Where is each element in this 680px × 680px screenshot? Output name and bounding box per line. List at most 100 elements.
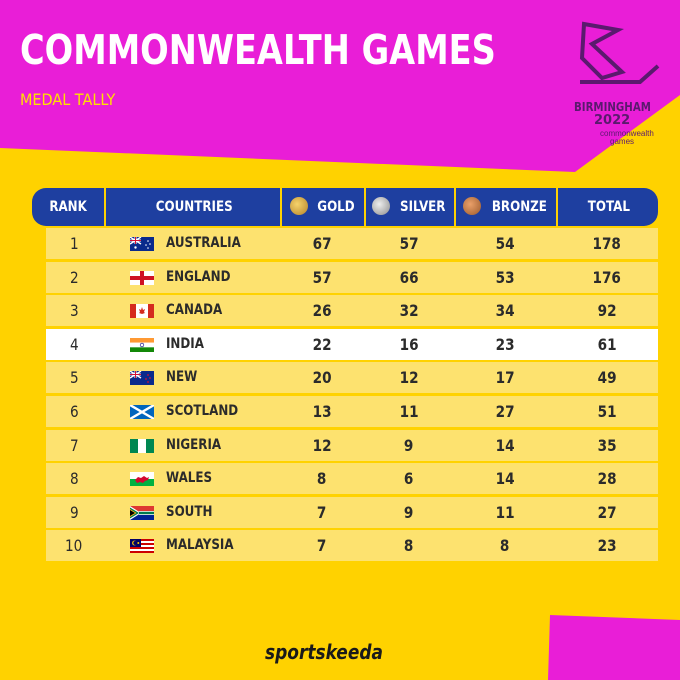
cell-total: 176 [556,262,658,293]
cell-rank: 8 [46,463,104,494]
total-value: 35 [597,435,617,455]
cell-total: 49 [556,362,658,393]
cell-rank: 4 [46,329,104,360]
birmingham-2022-logo: BIRMINGHAM 2022 commonwealth games [562,20,672,150]
table-row: 4 22 16 23 61 INDIA [46,328,658,360]
cell-total: 92 [556,295,658,326]
silver-value: 6 [404,469,414,489]
rank-value: 8 [69,469,79,489]
cell-country: NIGERIA [166,430,280,461]
scotland-flag-icon [129,403,155,421]
wales-flag-icon [130,472,154,487]
cell-bronze: 11 [454,497,556,528]
cell-gold: 12 [280,430,364,461]
logo-year: 2022 [594,113,631,128]
cell-bronze: 34 [454,295,556,326]
gold-value: 20 [312,368,332,388]
page-subtitle: MEDAL TALLY [20,90,116,109]
gold-value: 57 [312,267,332,287]
bronze-medal-icon [462,197,481,215]
cell-silver: 12 [364,362,454,393]
cell-silver: 16 [364,329,454,360]
gold-value: 8 [317,469,327,489]
cell-rank: 2 [46,262,104,293]
cell-gold: 8 [280,463,364,494]
rank-value: 6 [69,402,79,421]
table-row: 6 13 11 27 51 SCOTLAND [46,396,658,427]
silver-value: 11 [399,402,419,421]
country-name: CANADA [166,302,223,319]
cell-country: SOUTH AFRICA [166,497,280,551]
canada-flag-icon [130,304,154,319]
gold-value: 13 [312,402,332,421]
south-africa-flag-icon [130,505,154,520]
silver-value: 32 [399,301,419,321]
sportskeeda-logo: sportskeeda [265,640,384,664]
magenta-banner [0,0,680,172]
cell-bronze: 54 [454,228,556,259]
logo-mark-icon [579,21,660,84]
cell-silver: 9 [364,497,454,528]
column-header-total: TOTAL [556,188,660,226]
page-title: COMMONWEALTH GAMES [20,26,496,74]
rank-value: 7 [69,435,79,455]
country-name: ENGLAND [166,268,231,285]
cell-country: ENGLAND [166,262,280,293]
cell-gold: 7 [280,530,364,561]
cell-gold: 22 [280,329,364,360]
cell-bronze: 8 [454,530,556,561]
bronze-value: 54 [495,234,515,253]
cell-country: INDIA [166,329,280,360]
table-row: 10 7 8 8 23 MALAYSIA [46,530,658,562]
total-value: 178 [592,234,622,253]
table-row: 9 7 9 11 27 SOUTH AFRICA [46,496,658,551]
gold-value: 67 [312,234,332,253]
silver-value: 57 [399,234,419,253]
cell-gold: 57 [280,262,364,293]
table-row: 7 12 9 14 35 NIGERIA [46,429,658,461]
silver-value: 9 [404,435,414,455]
country-name: NIGERIA [166,436,222,453]
silver-value: 12 [399,368,419,388]
column-header-rank: RANK [49,199,87,215]
bronze-value: 34 [495,301,515,321]
cell-total: 51 [556,396,658,427]
column-header-bronze: BRONZE [454,188,558,226]
column-header-gold: GOLD [280,188,366,226]
cell-rank: 1 [46,228,104,259]
table-header: RANK COUNTRIES GOLD SILVER BRONZE TOTAL [32,188,658,226]
logo-games-line1: commonwealth [600,129,654,138]
country-name: INDIA [166,335,204,352]
gold-value: 12 [312,435,332,455]
gold-value: 26 [312,301,332,321]
total-value: 23 [597,536,617,556]
rank-value: 3 [69,301,79,321]
country-name: AUSTRALIA [166,235,241,251]
england-flag-icon [130,270,154,285]
logo-city: BIRMINGHAM [574,100,651,114]
cell-rank: 3 [46,295,104,326]
new-zealand-flag-icon [129,370,154,386]
cell-rank: 10 [46,530,104,561]
malaysia-flag-icon [130,539,154,554]
table-row: 2 57 66 53 176 ENGLAND [46,261,658,293]
rank-value: 2 [69,267,79,287]
gold-value: 22 [312,334,332,354]
table-row: 3 26 32 34 92 CANADA [46,295,658,327]
cell-bronze: 53 [454,262,556,293]
india-flag-icon [130,337,154,352]
table-row: 1 67 57 54 178 AUSTRALIA [46,228,658,259]
bronze-value: 11 [495,502,515,522]
cell-silver: 8 [364,530,454,561]
cell-silver: 11 [364,396,454,427]
rank-value: 10 [64,536,83,556]
cell-country: SCOTLAND [166,396,280,427]
cell-silver: 66 [364,262,454,293]
bronze-value: 14 [495,469,515,489]
rank-value: 5 [69,368,79,388]
australia-flag-icon [129,236,154,251]
cell-total: 35 [556,430,658,461]
cell-gold: 13 [280,396,364,427]
cell-total: 28 [556,463,658,494]
cell-country: MALAYSIA [166,530,280,561]
